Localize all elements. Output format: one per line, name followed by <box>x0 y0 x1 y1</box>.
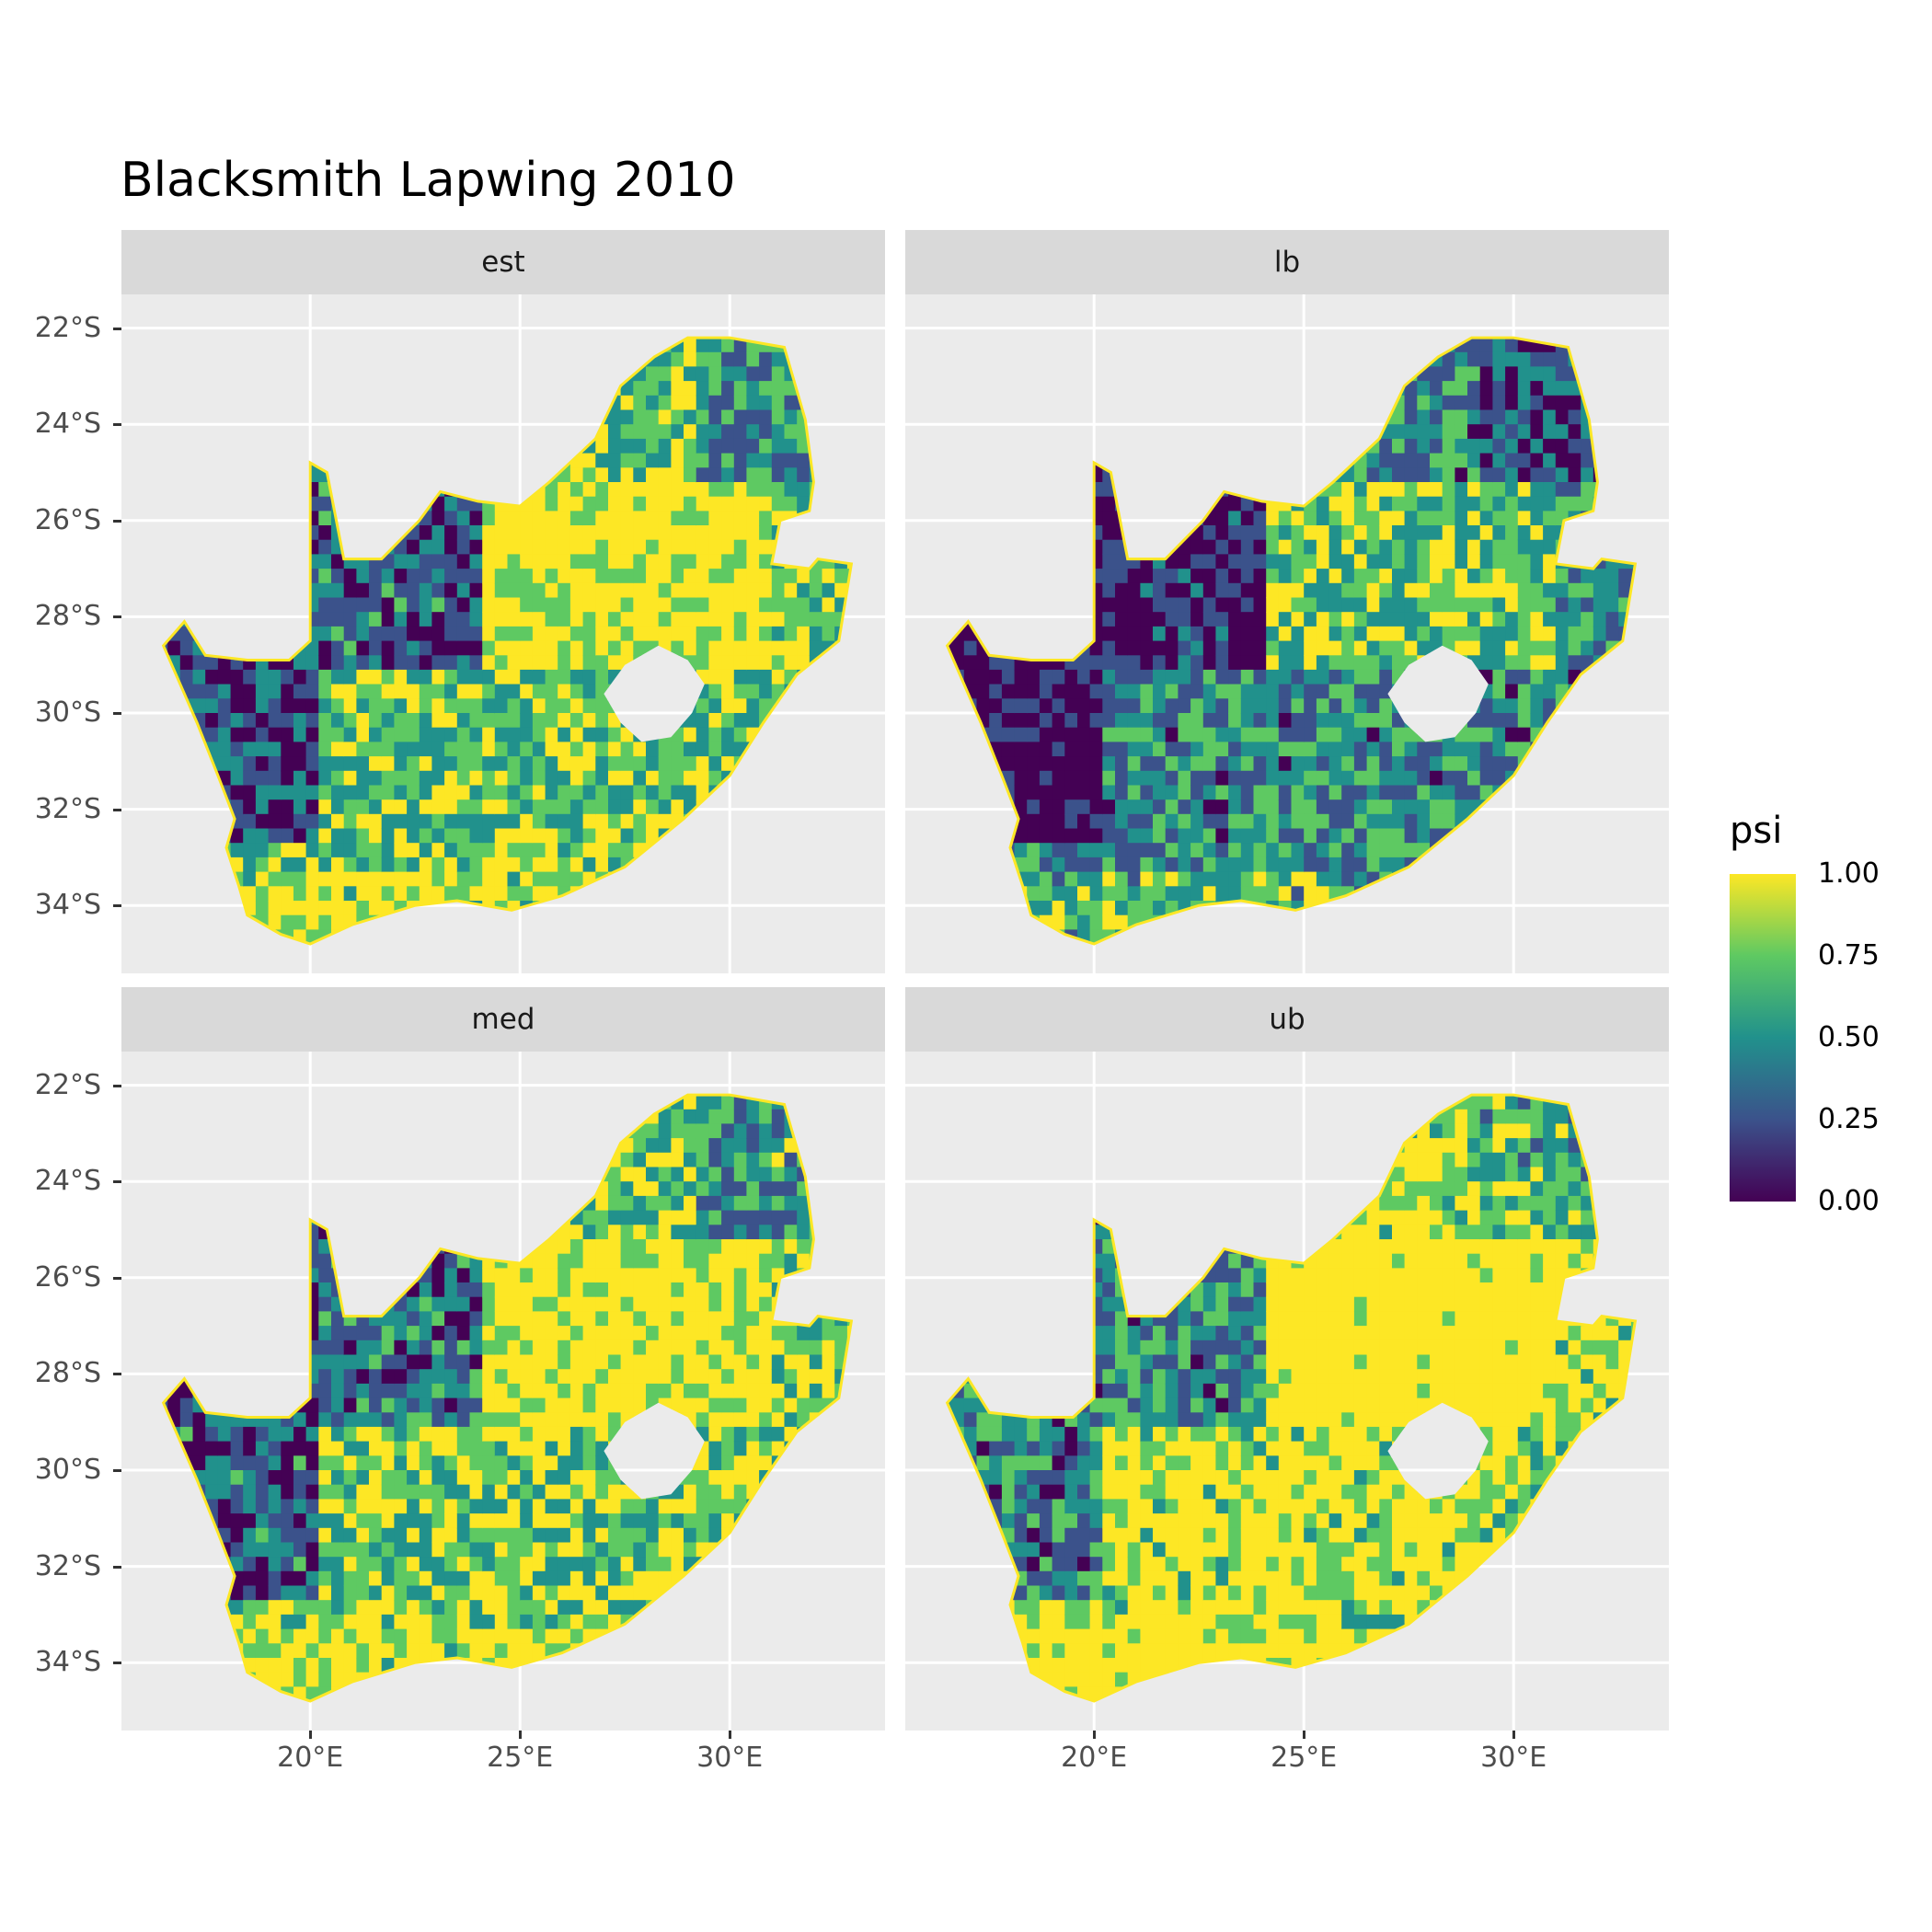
legend-title: psi <box>1730 810 1783 852</box>
y-tick-label: 22°S <box>34 311 101 344</box>
y-tick-label: 22°S <box>34 1068 101 1101</box>
y-tick-label: 30°S <box>34 696 101 729</box>
country-outline <box>945 1093 1638 1703</box>
x-tick-mark <box>1303 1731 1306 1739</box>
facet-strip-lb: lb <box>905 230 1669 294</box>
facet-panel-lb: lb <box>905 230 1669 973</box>
facet-panel-ub: ub <box>905 987 1669 1731</box>
raster-cells <box>947 338 1636 945</box>
map-area-est <box>121 294 885 973</box>
raster-cells <box>163 338 852 945</box>
map-svg-ub <box>905 1052 1669 1731</box>
facet-strip-ub: ub <box>905 987 1669 1052</box>
map-area-lb <box>905 294 1669 973</box>
map-svg-est <box>121 294 885 973</box>
x-tick-label: 25°E <box>1271 1742 1338 1774</box>
y-tick-mark <box>113 615 121 619</box>
facet-panel-est: est <box>121 230 885 973</box>
y-tick-label: 32°S <box>34 1549 101 1582</box>
y-tick-label: 24°S <box>34 1165 101 1198</box>
x-tick-mark <box>1512 1731 1516 1739</box>
raster-cells <box>947 1095 1636 1702</box>
y-tick-mark <box>113 1276 121 1280</box>
y-tick-mark <box>113 808 121 811</box>
country-outline <box>161 336 854 946</box>
x-tick-label: 20°E <box>1061 1742 1128 1774</box>
legend-label-1: 1.00 <box>1818 857 1880 890</box>
y-tick-mark <box>113 423 121 427</box>
y-tick-label: 34°S <box>34 889 101 922</box>
country-outline <box>945 336 1638 946</box>
x-tick-mark <box>519 1731 523 1739</box>
y-tick-label: 32°S <box>34 792 101 825</box>
y-tick-label: 24°S <box>34 408 101 441</box>
x-tick-label: 30°E <box>696 1742 764 1774</box>
y-tick-mark <box>113 1662 121 1665</box>
country-outline <box>161 1093 854 1703</box>
map-area-ub <box>905 1052 1669 1731</box>
facet-panel-med: med <box>121 987 885 1731</box>
y-tick-mark <box>113 1469 121 1472</box>
y-tick-label: 28°S <box>34 1357 101 1390</box>
x-tick-mark <box>1093 1731 1097 1739</box>
y-tick-mark <box>113 712 121 715</box>
x-tick-mark <box>309 1731 313 1739</box>
x-tick-label: 20°E <box>277 1742 344 1774</box>
x-tick-mark <box>729 1731 732 1739</box>
y-tick-mark <box>113 327 121 330</box>
y-tick-mark <box>113 1373 121 1376</box>
facet-strip-med: med <box>121 987 885 1052</box>
y-tick-mark <box>113 1084 121 1087</box>
x-tick-label: 30°E <box>1480 1742 1547 1774</box>
legend-label-025: 0.25 <box>1818 1103 1880 1135</box>
y-tick-mark <box>113 1565 121 1569</box>
y-tick-label: 28°S <box>34 600 101 633</box>
legend-label-050: 0.50 <box>1818 1021 1880 1053</box>
plot-title: Blacksmith Lapwing 2010 <box>121 153 736 208</box>
y-tick-label: 30°S <box>34 1454 101 1486</box>
y-tick-label: 26°S <box>34 503 101 536</box>
legend-colorbar <box>1730 874 1796 1202</box>
map-svg-lb <box>905 294 1669 973</box>
legend-label-075: 0.75 <box>1818 939 1880 972</box>
raster-cells <box>163 1095 852 1702</box>
map-area-med <box>121 1052 885 1731</box>
y-tick-label: 26°S <box>34 1260 101 1294</box>
x-tick-label: 25°E <box>487 1742 554 1774</box>
facet-strip-est: est <box>121 230 885 294</box>
map-svg-med <box>121 1052 885 1731</box>
legend: psi 1.00 0.75 0.50 0.25 0.00 <box>1730 810 1880 1217</box>
y-tick-label: 34°S <box>34 1646 101 1679</box>
y-tick-mark <box>113 904 121 908</box>
y-tick-mark <box>113 1180 121 1184</box>
y-tick-mark <box>113 519 121 523</box>
legend-label-0: 0.00 <box>1818 1185 1880 1217</box>
